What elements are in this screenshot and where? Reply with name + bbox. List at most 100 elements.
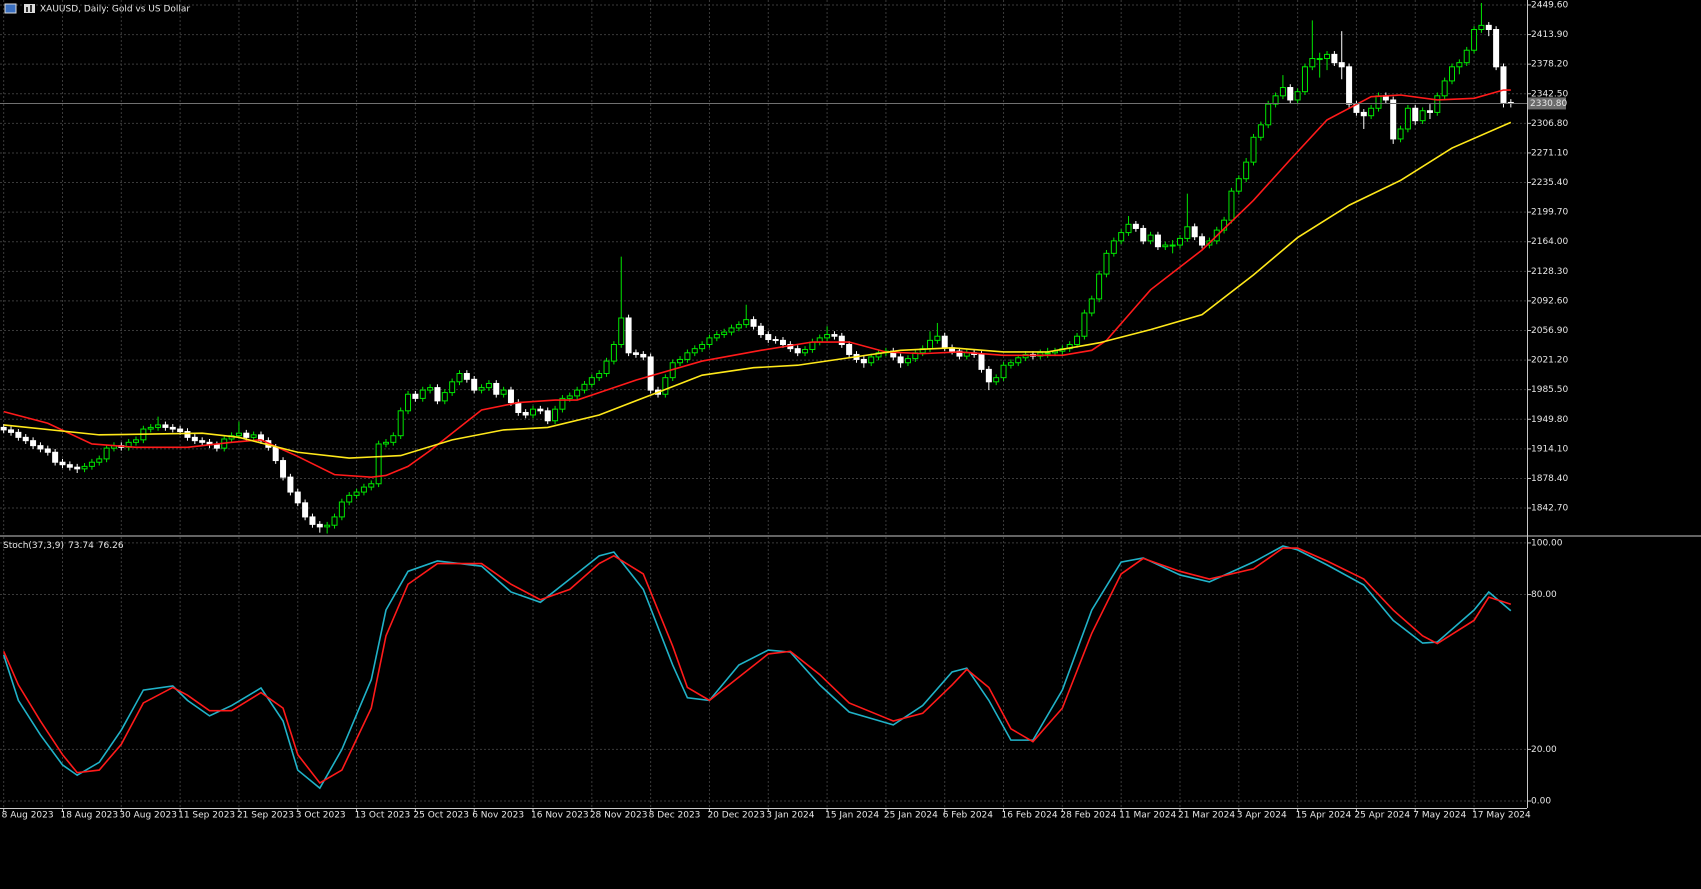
candle-body-up bbox=[427, 387, 434, 391]
x-tick-label: 21 Sep 2023 bbox=[237, 811, 294, 821]
candle-body-up bbox=[662, 377, 669, 395]
candle-body-down bbox=[956, 350, 963, 357]
indicator-value: 73.74 bbox=[68, 541, 94, 551]
candle-body-down bbox=[632, 352, 639, 355]
candle-body-down bbox=[647, 356, 654, 391]
candle-body-down bbox=[162, 424, 169, 428]
line-series bbox=[3, 121, 1512, 459]
candle-body-down bbox=[272, 446, 279, 462]
candle-body-down bbox=[860, 358, 867, 364]
candle-body-up bbox=[1074, 335, 1081, 346]
candle-body-up bbox=[353, 491, 360, 496]
candle-body-up bbox=[1301, 66, 1308, 93]
candle-body-up bbox=[1125, 223, 1132, 234]
candle-body-up bbox=[1007, 362, 1014, 366]
candle-body-down bbox=[463, 373, 470, 380]
y-tick-label: 2271.10 bbox=[1531, 148, 1568, 158]
y-tick-label: 2056.90 bbox=[1531, 326, 1568, 336]
x-tick-label: 3 Jan 2024 bbox=[766, 811, 814, 821]
x-tick-label: 17 May 2024 bbox=[1472, 811, 1531, 821]
candle-body-up bbox=[1000, 364, 1007, 379]
candle-body-down bbox=[1426, 110, 1433, 113]
candle-body-up bbox=[478, 387, 485, 391]
candle-body-up bbox=[691, 348, 698, 354]
y-tick-label: 1914.10 bbox=[1531, 444, 1568, 454]
x-tick-label: 20 Dec 2023 bbox=[707, 811, 765, 821]
candle-body-down bbox=[1338, 62, 1345, 68]
candle-body-up bbox=[566, 395, 573, 399]
candle-body-down bbox=[59, 461, 66, 466]
candle-body-up bbox=[1022, 353, 1029, 359]
candle-body-down bbox=[493, 382, 500, 395]
candle-body-down bbox=[15, 431, 22, 438]
candle-body-up bbox=[618, 317, 625, 346]
candle-body-up bbox=[809, 341, 816, 350]
candle-body-down bbox=[412, 393, 419, 399]
y-tick-label: 2235.40 bbox=[1531, 178, 1568, 188]
y-tick-label: 100.00 bbox=[1531, 538, 1563, 548]
candle-body-up bbox=[449, 381, 456, 394]
candle-body-down bbox=[169, 426, 176, 430]
candle-body-up bbox=[324, 524, 331, 528]
candle-body-up bbox=[1081, 312, 1088, 337]
candle-body-up bbox=[904, 358, 911, 364]
y-tick-label: 80.00 bbox=[1531, 590, 1557, 600]
candle-body-down bbox=[66, 464, 73, 468]
candle-body-up bbox=[419, 389, 426, 399]
candle-body-down bbox=[52, 451, 59, 463]
candle-body-up bbox=[485, 382, 492, 389]
candle-body-up bbox=[603, 360, 610, 375]
mark-layer bbox=[0, 2, 1527, 790]
candle-body-down bbox=[1154, 234, 1161, 248]
y-tick-label: 1842.70 bbox=[1531, 504, 1568, 514]
y-tick-label: 1878.40 bbox=[1531, 474, 1568, 484]
candle-body-up bbox=[441, 392, 448, 402]
candle-body-up bbox=[1441, 80, 1448, 97]
candle-body-up bbox=[1463, 49, 1470, 64]
candle-body-up bbox=[88, 461, 95, 467]
x-tick-label: 3 Apr 2024 bbox=[1237, 811, 1287, 821]
candle-body-up bbox=[1169, 244, 1176, 247]
candle-body-up bbox=[684, 352, 691, 360]
candle-body-up bbox=[103, 447, 110, 460]
candle-body-up bbox=[1176, 237, 1183, 246]
y-tick-label: 2199.70 bbox=[1531, 208, 1568, 218]
candle-body-up bbox=[147, 426, 154, 430]
y-tick-label: 2164.00 bbox=[1531, 237, 1568, 247]
candle-body-down bbox=[985, 368, 992, 383]
candle-body-up bbox=[360, 486, 367, 493]
x-tick-label: 6 Nov 2023 bbox=[472, 811, 524, 821]
candle-body-down bbox=[779, 339, 786, 346]
candle-body-up bbox=[993, 377, 1000, 383]
candle-body-up bbox=[1434, 95, 1441, 113]
x-tick-label: 13 Oct 2023 bbox=[355, 811, 411, 821]
y-tick-label: 2128.30 bbox=[1531, 267, 1568, 277]
candle-body-down bbox=[37, 445, 44, 450]
candle-body-up bbox=[1471, 29, 1478, 51]
candle-body-down bbox=[640, 353, 647, 358]
indicator-title: Stoch(37,3,9) bbox=[3, 541, 64, 551]
x-tick-label: 25 Jan 2024 bbox=[884, 811, 938, 821]
candle-body-up bbox=[610, 344, 617, 362]
candle-body-up bbox=[1257, 124, 1264, 138]
candle-body-up bbox=[1103, 252, 1110, 275]
candle-body-up bbox=[1397, 128, 1404, 140]
x-tick-label: 15 Apr 2024 bbox=[1296, 811, 1352, 821]
candle-body-down bbox=[846, 344, 853, 355]
candle-body-down bbox=[1331, 53, 1338, 64]
candle-body-down bbox=[750, 319, 757, 327]
candle-body-down bbox=[522, 411, 529, 416]
candle-body-up bbox=[1419, 110, 1426, 122]
candle-body-down bbox=[1287, 87, 1294, 101]
icon bbox=[30, 5, 32, 12]
candle-body-up bbox=[390, 435, 397, 443]
candle-body-down bbox=[978, 353, 985, 370]
candle-body-down bbox=[1199, 236, 1206, 246]
candle-body-up bbox=[456, 373, 463, 383]
y-tick-label: 2449.60 bbox=[1531, 0, 1568, 10]
candle-body-down bbox=[294, 491, 301, 504]
candle-body-up bbox=[1184, 226, 1191, 239]
candle-body-up bbox=[728, 327, 735, 333]
y-tick-label: 2306.80 bbox=[1531, 119, 1568, 129]
candle-body-down bbox=[184, 431, 191, 438]
